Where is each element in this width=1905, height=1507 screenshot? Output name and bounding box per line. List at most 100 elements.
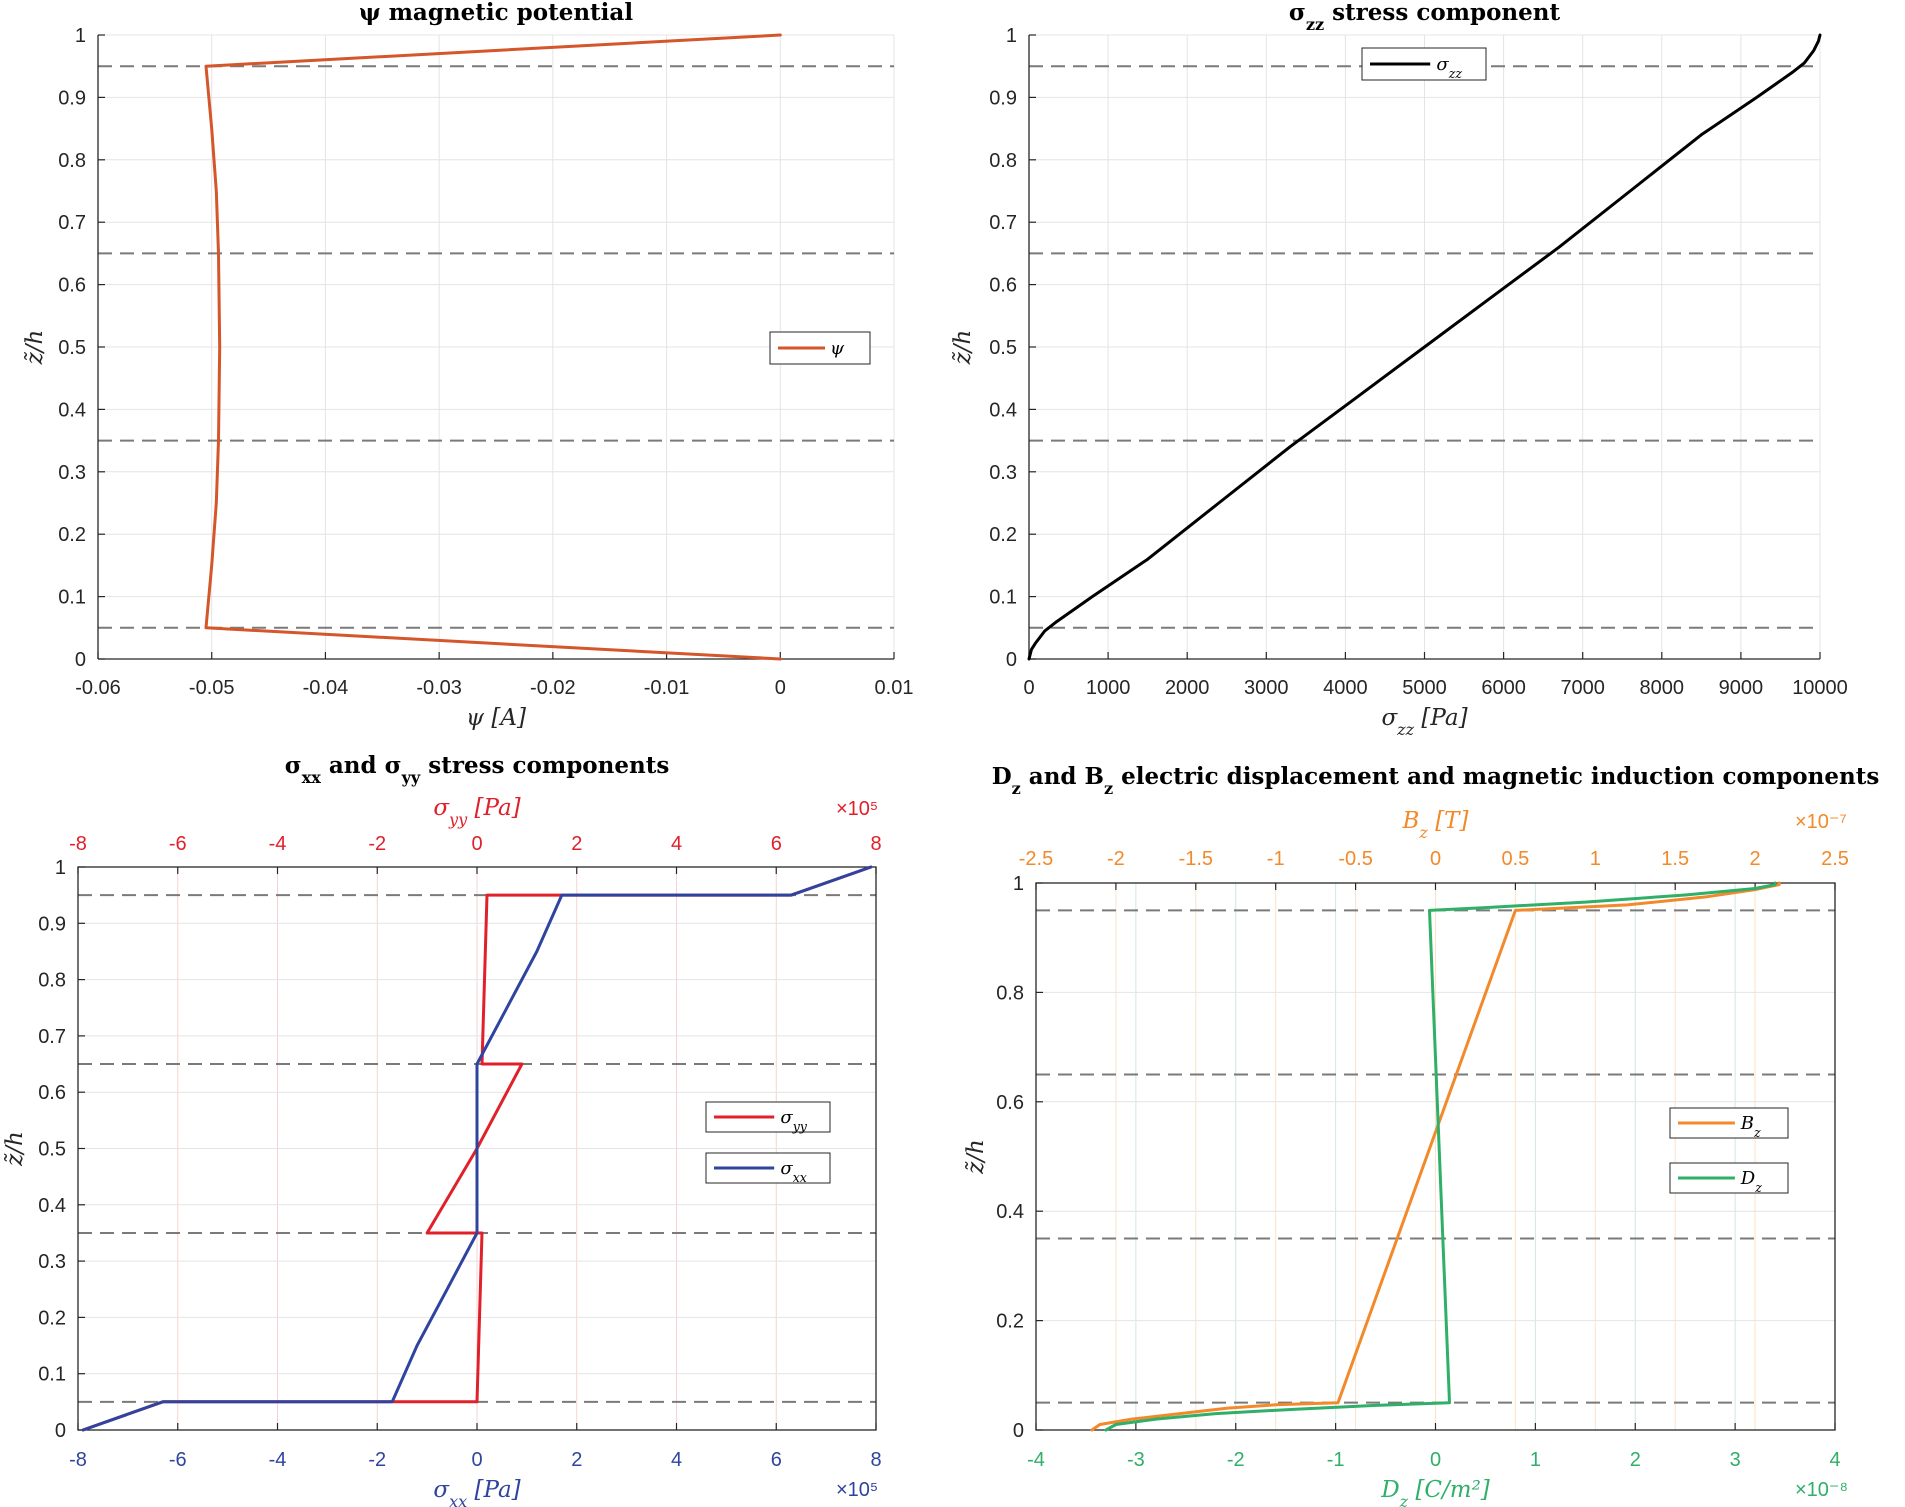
x-tick-label-3: -0.03 — [416, 677, 462, 699]
x2-tick-label-1: -6 — [169, 833, 187, 855]
legend-label: Bz — [1740, 1113, 1761, 1140]
y-tick-label-4: 0.4 — [58, 399, 86, 421]
chart-4: -4 -3 -2 -1 0 1 2 3 4 -2.5 -2 -1.5 -1 -0.5 0 0.5 1 1.5 2 2.… — [963, 763, 1879, 1507]
x2-tick-label-8: 8 — [870, 833, 881, 855]
y-tick-label-1: 0.1 — [38, 1364, 66, 1386]
y-tick-label-10: 1 — [55, 857, 66, 879]
x-tick-label-4: 4000 — [1323, 677, 1368, 699]
x-tick-label-6: 6000 — [1481, 677, 1526, 699]
x-axis-label: σxx [Pa] — [433, 1477, 520, 1507]
y-tick-label-3: 0.3 — [38, 1251, 66, 1273]
x-tick-label-7: 7000 — [1560, 677, 1605, 699]
y-tick-label-5: 1 — [1013, 873, 1024, 895]
x-tick-label-1: -3 — [1127, 1449, 1145, 1471]
chart-3: -8 -6 -4 -2 0 2 4 6 8 -8 -6 -4 -2 0 2 4 6 8 σyy [Pa] ×10⁵ ×1… — [2, 752, 882, 1507]
x-tick-label-8: 4 — [1829, 1449, 1840, 1471]
y-tick-label-8: 0.8 — [38, 970, 66, 992]
x-tick-label-6: 4 — [671, 1449, 682, 1471]
y-tick-label-2: 0.2 — [58, 524, 86, 546]
x-tick-label-6: 2 — [1630, 1449, 1641, 1471]
x-tick-label-5: 5000 — [1402, 677, 1447, 699]
series-line-1 — [204, 33, 782, 661]
y-tick-label-0: 0 — [1006, 649, 1017, 671]
x-tick-label-2: 2000 — [1165, 677, 1210, 699]
y-tick-label-3: 0.6 — [996, 1092, 1024, 1114]
y-tick-label-1: 0.2 — [996, 1311, 1024, 1333]
x-tick-label-3: 3000 — [1244, 677, 1289, 699]
x-tick-label-9: 9000 — [1719, 677, 1764, 699]
x2-tick-label-3: -2 — [368, 833, 386, 855]
x-tick-label-7: 0.01 — [875, 677, 914, 699]
x-tick-label-7: 6 — [771, 1449, 782, 1471]
y-tick-label-6: 0.6 — [38, 1082, 66, 1104]
x-tick-label-3: -1 — [1327, 1449, 1345, 1471]
y-tick-label-0: 0 — [1013, 1420, 1024, 1442]
y-tick-label-9: 0.9 — [989, 87, 1017, 109]
y-tick-label-8: 0.8 — [989, 150, 1017, 172]
x2-multiplier: ×10⁵ — [836, 798, 878, 820]
legend-1: Bz — [1669, 1107, 1789, 1140]
x-tick-label-6: 0 — [775, 677, 786, 699]
legend-2: Dz — [1669, 1162, 1789, 1195]
legend-1: σzz — [1361, 47, 1487, 81]
x-tick-label-10: 10000 — [1792, 677, 1848, 699]
y-tick-label-4: 0.4 — [38, 1195, 66, 1217]
x-tick-label-0: -0.06 — [75, 677, 121, 699]
x-multiplier: ×10⁻⁸ — [1795, 1479, 1848, 1501]
x-tick-label-1: -0.05 — [189, 677, 235, 699]
x-axis-label: Dz [C/m²] — [1380, 1477, 1490, 1507]
legend-label: ψ — [830, 338, 845, 359]
x-tick-label-1: -6 — [169, 1449, 187, 1471]
x2-tick-label-2: -4 — [269, 833, 287, 855]
series-line-2 — [1104, 881, 1777, 1432]
x2-tick-label-1: -2 — [1107, 848, 1125, 870]
chart-title: ψ magnetic potential — [359, 0, 633, 26]
legend-1: σyy — [705, 1101, 831, 1134]
x2-tick-label-2: -1.5 — [1179, 848, 1213, 870]
x2-tick-label-10: 2.5 — [1821, 848, 1849, 870]
legend-2: σxx — [705, 1152, 831, 1185]
x2-tick-label-6: 0.5 — [1501, 848, 1529, 870]
x-tick-label-1: 1000 — [1086, 677, 1131, 699]
y-tick-label-8: 0.8 — [58, 150, 86, 172]
x-tick-label-8: 8000 — [1640, 677, 1685, 699]
x2-multiplier: ×10⁻⁷ — [1795, 811, 1847, 833]
legend-label: σyy — [780, 1107, 807, 1134]
y-tick-label-9: 0.9 — [58, 87, 86, 109]
y-tick-label-1: 0.1 — [58, 587, 86, 609]
legend-label: σzz — [1436, 54, 1462, 81]
y-tick-label-5: 0.5 — [38, 1139, 66, 1161]
legend-label: Dz — [1740, 1168, 1762, 1195]
y-axis-label: z̃/h — [950, 330, 976, 366]
x2-tick-label-9: 2 — [1750, 848, 1761, 870]
y-tick-label-9: 0.9 — [38, 913, 66, 935]
series-line-2 — [81, 865, 873, 1432]
x2-axis-label: Bz [T] — [1402, 808, 1469, 842]
y-tick-label-0: 0 — [55, 1420, 66, 1442]
x2-tick-label-5: 2 — [571, 833, 582, 855]
y-tick-label-6: 0.6 — [58, 275, 86, 297]
x-tick-label-2: -0.04 — [303, 677, 349, 699]
x-tick-label-8: 8 — [870, 1449, 881, 1471]
x-tick-label-5: 1 — [1530, 1449, 1541, 1471]
y-tick-label-7: 0.7 — [989, 212, 1017, 234]
x-tick-label-5: -0.01 — [644, 677, 690, 699]
legend-1: ψ — [769, 331, 871, 365]
x2-tick-label-6: 4 — [671, 833, 682, 855]
y-tick-label-5: 0.5 — [989, 337, 1017, 359]
x-axis-label: ψ [A] — [466, 705, 526, 731]
y-tick-label-3: 0.3 — [58, 462, 86, 484]
x2-tick-label-4: -0.5 — [1338, 848, 1372, 870]
y-tick-label-7: 0.7 — [38, 1026, 66, 1048]
y-axis-label: z̃/h — [22, 330, 48, 366]
x2-tick-label-8: 1.5 — [1661, 848, 1689, 870]
x2-tick-label-0: -8 — [69, 833, 87, 855]
y-tick-label-10: 1 — [1006, 25, 1017, 47]
legend-label: σxx — [780, 1158, 807, 1185]
x-tick-label-7: 3 — [1730, 1449, 1741, 1471]
x-tick-label-4: 0 — [471, 1449, 482, 1471]
x2-tick-label-7: 1 — [1590, 848, 1601, 870]
y-tick-label-4: 0.4 — [989, 399, 1017, 421]
x-tick-label-0: -8 — [69, 1449, 87, 1471]
x2-tick-label-5: 0 — [1430, 848, 1441, 870]
